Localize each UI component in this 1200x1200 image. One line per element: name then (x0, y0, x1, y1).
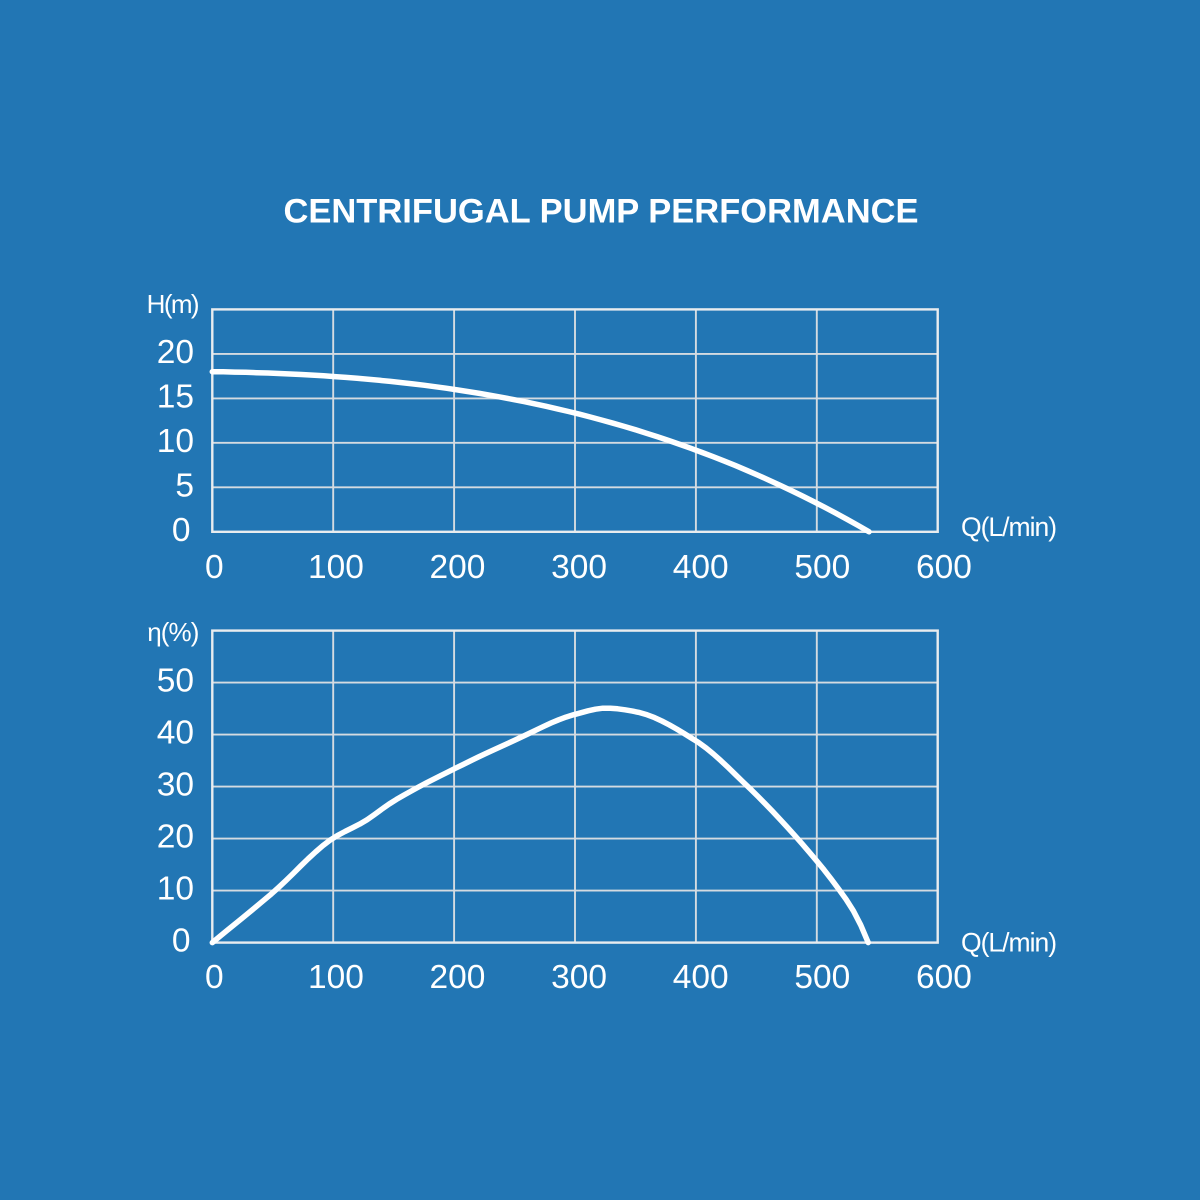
svg-text:300: 300 (551, 549, 607, 586)
svg-text:0: 0 (205, 549, 224, 586)
svg-text:400: 400 (673, 959, 729, 996)
svg-text:0: 0 (172, 512, 191, 549)
svg-text:20: 20 (157, 819, 194, 856)
svg-text:10: 10 (157, 423, 194, 460)
svg-text:500: 500 (794, 959, 850, 996)
svg-text:30: 30 (157, 767, 194, 804)
svg-text:50: 50 (157, 663, 194, 700)
svg-text:100: 100 (308, 959, 364, 996)
svg-text:10: 10 (157, 871, 194, 908)
svg-text:Q(L/min): Q(L/min) (961, 928, 1056, 958)
svg-text:300: 300 (551, 959, 607, 996)
svg-text:500: 500 (794, 549, 850, 586)
svg-text:40: 40 (157, 715, 194, 752)
svg-text:η(%): η(%) (147, 617, 199, 647)
svg-text:CENTRIFUGAL PUMP PERFORMANCE: CENTRIFUGAL PUMP PERFORMANCE (283, 192, 918, 230)
svg-text:0: 0 (205, 959, 224, 996)
svg-text:100: 100 (308, 549, 364, 586)
svg-text:200: 200 (430, 959, 486, 996)
svg-text:600: 600 (916, 549, 972, 586)
svg-text:0: 0 (172, 923, 191, 960)
svg-text:400: 400 (673, 549, 729, 586)
svg-text:H(m): H(m) (147, 289, 199, 319)
svg-text:600: 600 (916, 959, 972, 996)
svg-text:Q(L/min): Q(L/min) (961, 512, 1056, 542)
svg-text:5: 5 (175, 467, 194, 504)
svg-text:20: 20 (157, 334, 194, 371)
svg-text:200: 200 (430, 549, 486, 586)
svg-text:15: 15 (157, 378, 194, 415)
